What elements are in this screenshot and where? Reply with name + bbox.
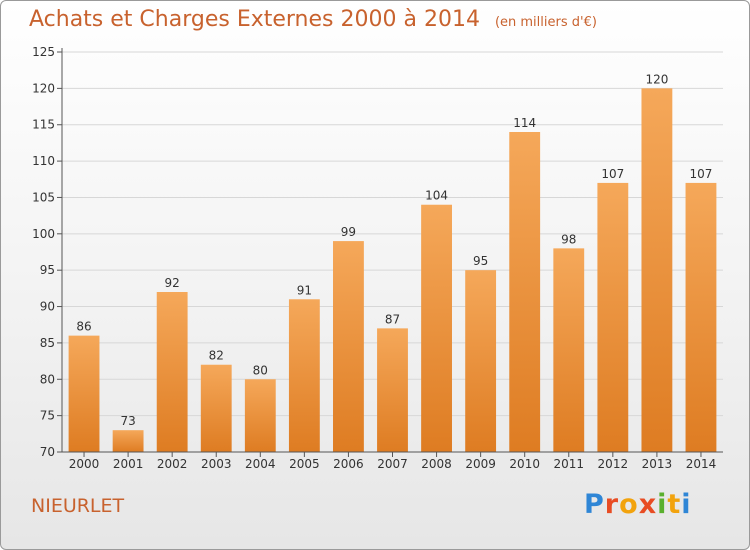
y-tick-label: 110 [32,154,55,168]
bar [200,364,232,452]
x-tick-label: 2014 [686,457,717,471]
y-tick-label: 115 [32,118,55,132]
chart-title: Achats et Charges Externes 2000 à 2014 (… [29,7,597,32]
y-tick-label: 75 [40,409,55,423]
title-text: Achats et Charges Externes 2000 à 2014 [29,7,480,32]
bar [68,335,100,452]
bar-value-label: 114 [513,116,536,130]
x-tick-label: 2009 [465,457,496,471]
title-unit: (en milliers d'€) [494,15,597,30]
x-tick-label: 2006 [333,457,364,471]
bar [244,379,276,452]
bar [156,292,188,452]
x-tick-label: 2008 [421,457,452,471]
bar-value-label: 95 [473,254,488,268]
bar-value-label: 82 [209,349,224,363]
bar [421,204,452,452]
axes: 70 75 80 85 90 95 100 105 110 115 120 125 2000 2001 20… [32,45,723,471]
bar-value-label: 73 [120,414,135,428]
commune-name: NIEURLET [31,495,125,517]
x-tick-label: 2002 [157,457,188,471]
bar-value-label: 120 [645,72,668,86]
proxiti-logo: Proxiti [584,489,692,520]
bar [465,270,497,452]
bar-value-label: 80 [253,363,268,377]
x-tick-label: 2012 [598,457,629,471]
x-tick-label: 2007 [377,457,408,471]
y-tick-label: 120 [32,81,55,95]
x-tick-label: 2004 [245,457,276,471]
x-tick-label: 2010 [509,457,540,471]
bar-value-label: 91 [297,283,312,297]
bar-value-label: 107 [601,167,624,181]
bar-value-label: 92 [165,276,180,290]
y-tick-label: 125 [32,45,55,59]
bar-value-label: 86 [76,320,91,334]
x-tick-label: 2005 [289,457,320,471]
x-tick-label: 2003 [201,457,232,471]
bar [641,88,673,452]
bar [377,328,408,452]
y-tick-label: 95 [40,263,55,277]
bar-value-label: 87 [385,312,400,326]
y-tick-label: 70 [40,445,55,459]
bar [333,241,364,452]
bar [685,182,717,452]
x-tick-label: 2000 [69,457,100,471]
bar [288,299,320,452]
y-tick-label: 90 [40,300,55,314]
y-tick-label: 100 [32,227,55,241]
bar [509,132,541,452]
bar [597,182,629,452]
bar-value-label: 99 [341,225,356,239]
y-tick-label: 85 [40,336,55,350]
bars: 86 73 92 82 80 91 99 87 104 95 114 98 107 120 107 [68,72,717,452]
x-tick-label: 2001 [113,457,144,471]
bar [112,430,144,452]
x-tick-label: 2013 [642,457,673,471]
bar-value-label: 107 [690,167,713,181]
bar-value-label: 98 [561,232,576,246]
bar [553,248,585,452]
y-tick-label: 105 [32,190,55,204]
x-tick-label: 2011 [553,457,584,471]
y-tick-label: 80 [40,372,55,386]
bar-value-label: 104 [425,189,448,203]
